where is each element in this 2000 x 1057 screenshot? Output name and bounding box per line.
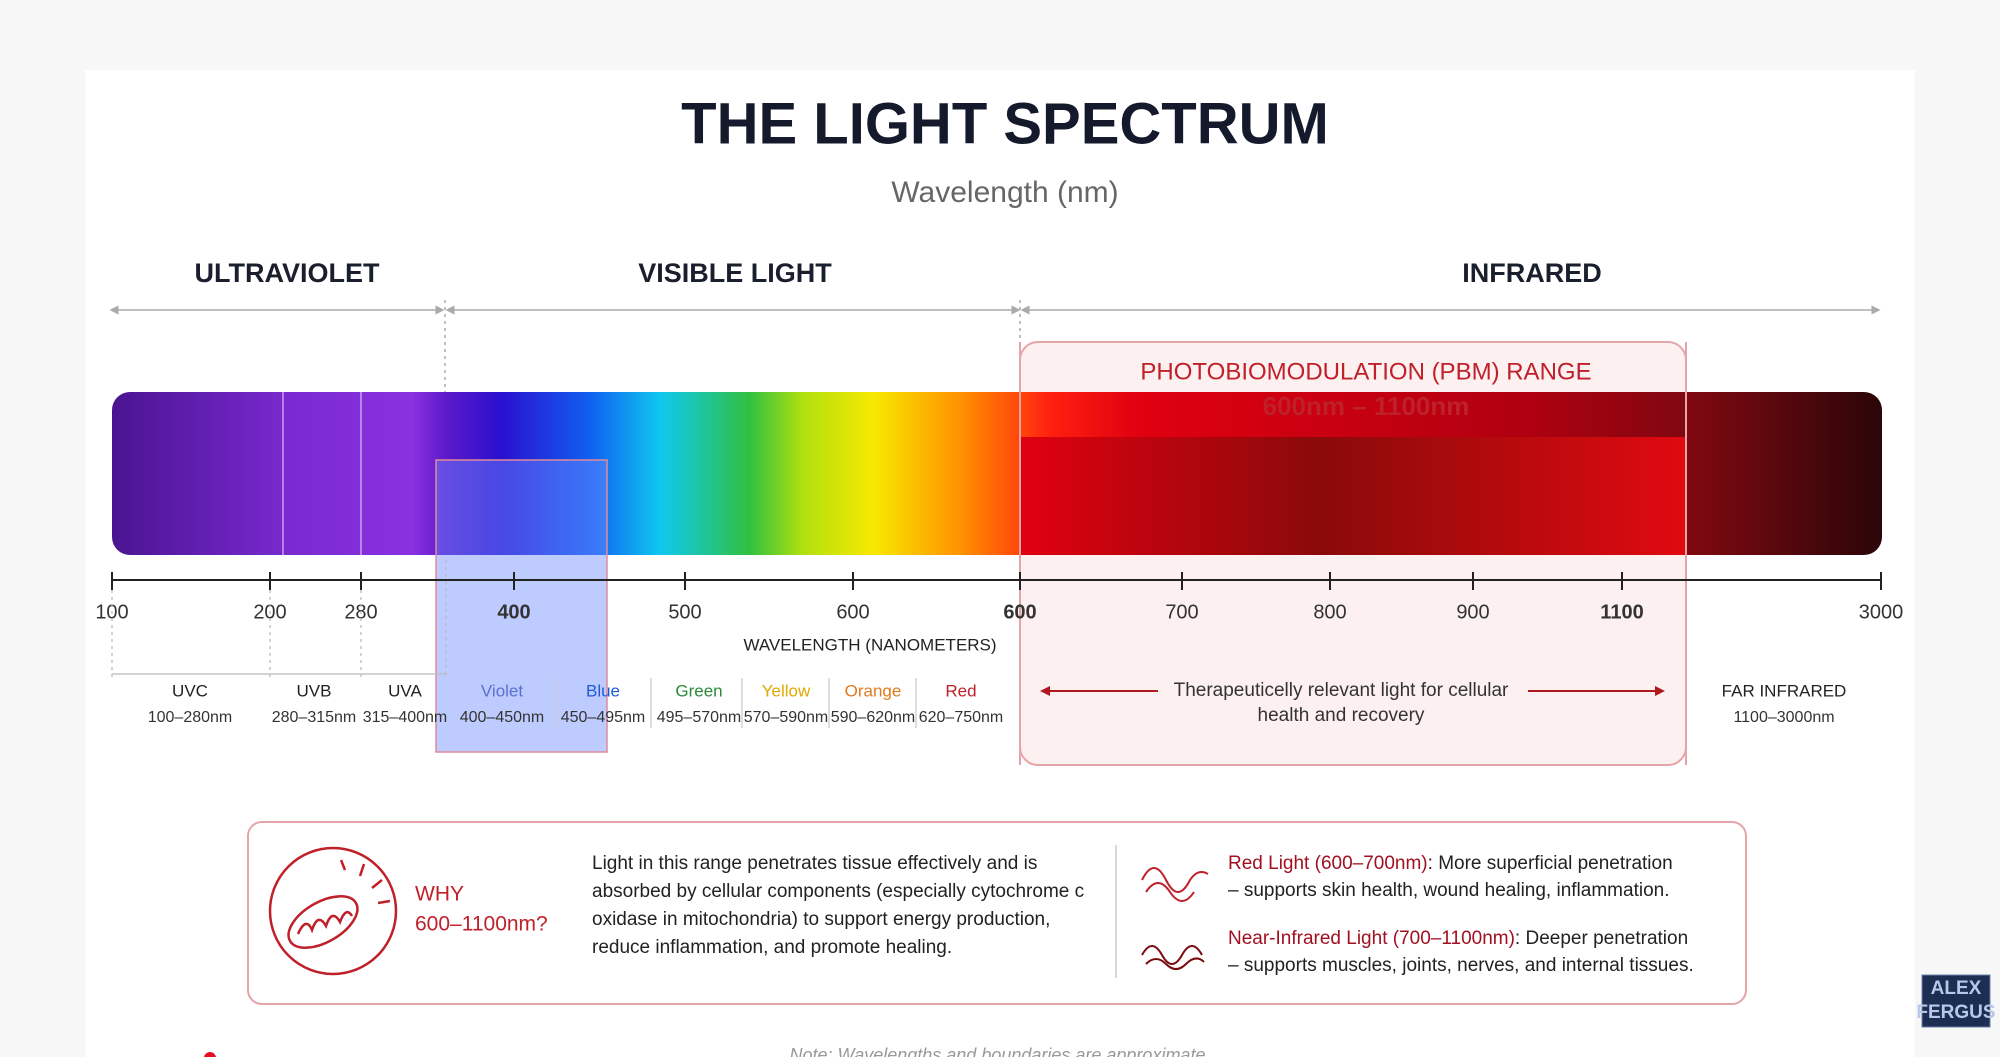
highlight [435, 459, 608, 753]
info-text: Light in this range penetrates tissue ef… [592, 853, 1037, 874]
band-name: Orange [845, 681, 902, 700]
tick-label: 600 [836, 601, 869, 623]
band-range: 620–750nm [919, 709, 1004, 726]
band-range: 495–570nm [657, 709, 742, 726]
pbm-band [1020, 437, 1686, 555]
red-label: Red Light (600–700nm) [1228, 853, 1428, 874]
pbm-range: 600nm – 1100nm [1263, 391, 1470, 421]
info-box [247, 821, 1747, 1005]
tick-label: 700 [1165, 601, 1198, 623]
info-text: oxidase in mitochondria) to support ener… [592, 909, 1050, 930]
tick-label: 400 [497, 601, 530, 623]
band-name: UVC [172, 681, 208, 700]
band-name: Violet [481, 681, 523, 700]
info-text: reduce inflammation, and promote healing… [592, 937, 952, 958]
pbm-title: PHOTOBIOMODULATION (PBM) RANGE [1140, 358, 1591, 385]
nir-label: Near-Infrared Light (700–1100nm) [1228, 928, 1515, 949]
band-name: UVB [297, 681, 332, 700]
mito-icon [268, 846, 398, 976]
red-light: Red Light (600–700nm): More superficial … [1228, 853, 1673, 874]
band-name: Red [945, 681, 976, 700]
tick-label: 800 [1313, 601, 1346, 623]
band-range: 570–590nm [744, 709, 829, 726]
tick-label: 900 [1456, 601, 1489, 623]
region-arrows [109, 300, 1881, 392]
axis-label: WAVELENGTH (NANOMETERS) [743, 635, 996, 654]
region-label: VISIBLE LIGHT [638, 258, 832, 288]
nir-light: – supports muscles, joints, nerves, and … [1228, 955, 1694, 976]
band-range: 280–315nm [272, 709, 357, 726]
band-name: Blue [586, 681, 620, 700]
tick-label: 3000 [1859, 601, 1904, 623]
band-range: 450–495nm [561, 709, 646, 726]
region-label: ULTRAVIOLET [195, 258, 380, 288]
nir-text: : Deeper penetration [1515, 928, 1688, 949]
band-range: 400–450nm [460, 709, 545, 726]
band-range: 1100–3000nm [1733, 709, 1834, 726]
pbm-note: Therapeuticelly relevant light for cellu… [1174, 680, 1509, 701]
footer-note: Note: Wavelengths and boundaries are app… [790, 1045, 1211, 1057]
band-range: 100–280nm [148, 709, 233, 726]
tick-label: 500 [668, 601, 701, 623]
badge-text: ALEX [1931, 978, 1982, 999]
tick-label: 600 [1003, 601, 1036, 623]
band-name: UVA [388, 681, 422, 700]
dot [204, 1052, 216, 1057]
band-name: Green [675, 681, 722, 700]
nir-light: Near-Infrared Light (700–1100nm): Deeper… [1228, 928, 1688, 949]
band-name: Yellow [762, 681, 811, 700]
uv-guides [111, 560, 447, 678]
title: THE LIGHT SPECTRUM [681, 91, 1329, 156]
wave-icon [1141, 867, 1209, 902]
region-label: INFRARED [1462, 258, 1602, 288]
info-text: absorbed by cellular components (especia… [592, 881, 1084, 902]
wave-icon [1141, 945, 1205, 970]
band-name: FAR INFRARED [1722, 681, 1847, 700]
band-dividers [555, 678, 917, 728]
why: WHY [415, 883, 464, 906]
why: 600–1100nm? [415, 913, 548, 936]
badge-text: FERGUS [1916, 1002, 1995, 1023]
band-range: 315–400nm [363, 709, 448, 726]
red-light: – supports skin health, wound healing, i… [1228, 880, 1669, 901]
tick-label: 1100 [1600, 601, 1643, 623]
band-range: 590–620nm [831, 709, 916, 726]
red-text: : More superficial penetration [1428, 853, 1673, 874]
subtitle: Wavelength (nm) [891, 176, 1118, 209]
pbm-note: health and recovery [1258, 705, 1425, 726]
badge [1921, 974, 1991, 1028]
